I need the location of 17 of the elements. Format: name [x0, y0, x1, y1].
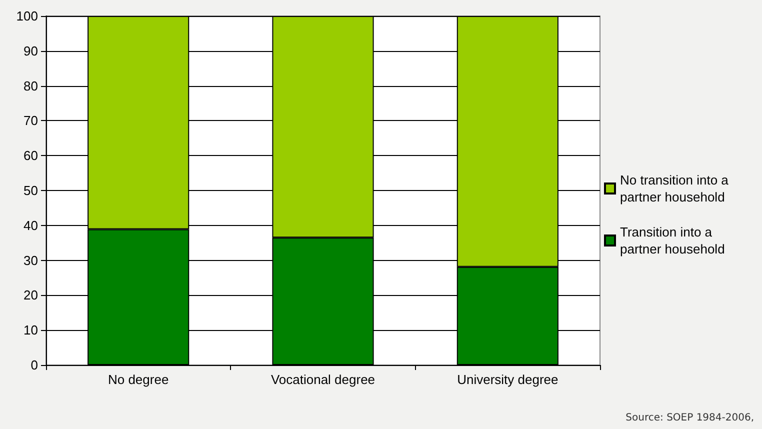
x-tick-label: No degree: [108, 372, 169, 387]
x-tick-label: Vocational degree: [270, 372, 376, 387]
legend-label: Transition into a partner household: [620, 224, 725, 256]
y-tick-label: 30: [24, 252, 38, 268]
y-tick-label: 50: [24, 183, 38, 198]
x-tick-label: University degree: [457, 372, 558, 387]
y-tick-label: 60: [24, 148, 38, 164]
y-tick-label: 90: [24, 43, 38, 58]
y-tick-label: 80: [24, 78, 38, 94]
y-tick-label: 0: [30, 358, 38, 372]
y-tick-label: 40: [24, 218, 38, 233]
legend-label: No transition into a partner household: [620, 172, 732, 204]
y-tick-label: 20: [24, 288, 38, 303]
y-tick-label: 10: [24, 322, 38, 338]
y-tick-label: 70: [24, 113, 38, 128]
source-note: Source: SOEP 1984-2006,: [626, 412, 754, 424]
y-tick-label: 100: [16, 8, 38, 24]
